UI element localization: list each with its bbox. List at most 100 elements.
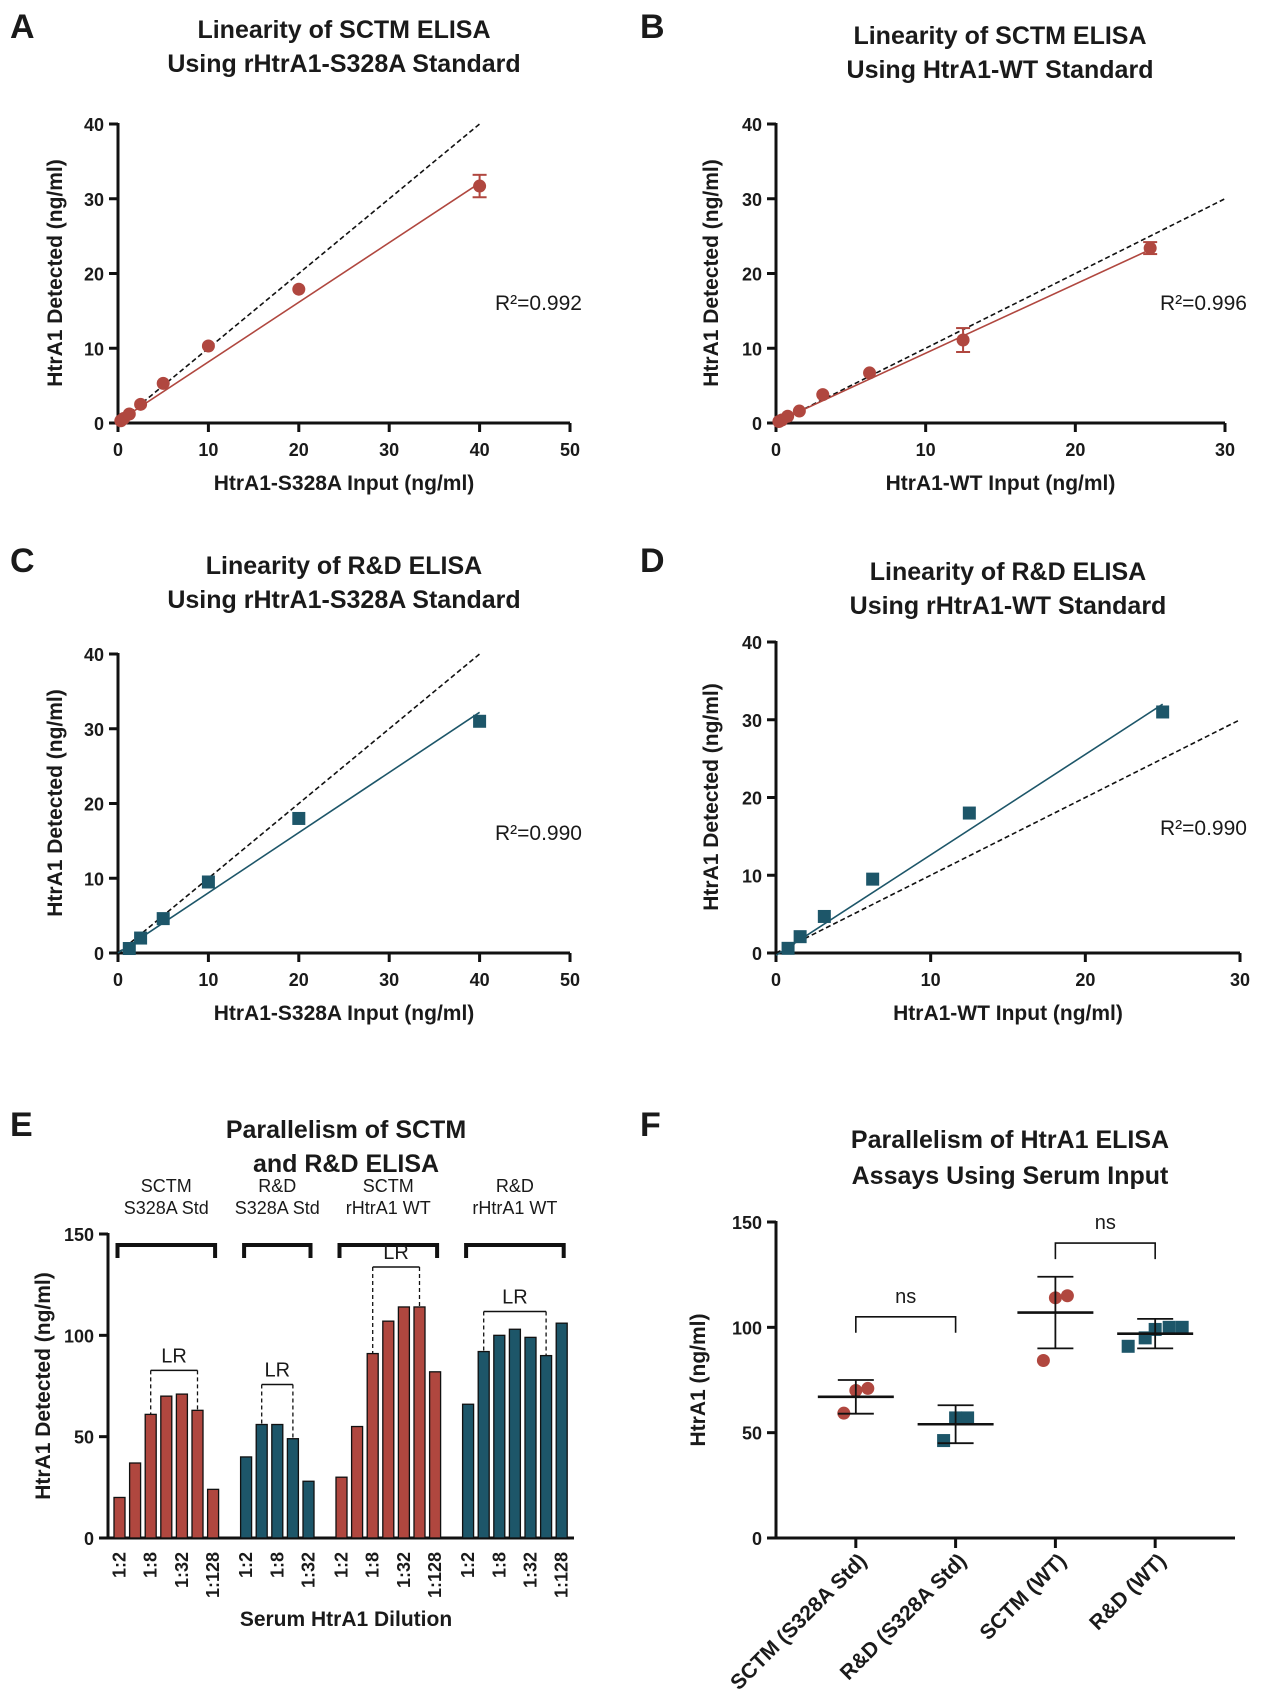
data-point (292, 282, 306, 296)
x-tick-label: SCTM (WT) (975, 1549, 1070, 1644)
data-points (114, 173, 487, 428)
y-axis-label: HtrA1 Detected (ng/ml) (700, 159, 723, 387)
group-bracket (337, 1243, 440, 1258)
x-tick-label: 20 (289, 440, 309, 460)
data-point (793, 930, 807, 944)
panel-letter: C (10, 542, 35, 580)
data-point (122, 942, 136, 956)
y-tick-label: 40 (742, 633, 762, 653)
data-point (1175, 1320, 1189, 1334)
bar (335, 1476, 348, 1539)
x-tick-label: 0 (771, 440, 781, 460)
y-tick-label: 40 (84, 645, 104, 665)
chart-title: Linearity of R&D ELISA Using rHtrA1-S328A… (167, 552, 520, 614)
chart-title-line: Linearity of SCTM ELISA (853, 22, 1146, 50)
bar (175, 1393, 189, 1539)
y-tick-label: 0 (752, 1529, 762, 1549)
y-tick-label: 10 (742, 866, 762, 886)
y-tick-label: 0 (94, 944, 104, 964)
y-tick-label: 30 (84, 720, 104, 740)
x-axis-label: Serum HtrA1 Dilution (240, 1608, 452, 1631)
chart-title-line: Linearity of R&D ELISA (870, 558, 1146, 586)
bar (350, 1425, 364, 1539)
group-label-line: R&D (258, 1176, 296, 1196)
x-tick-label: 1:32 (521, 1552, 541, 1588)
x-tick-label: 1:2 (458, 1552, 478, 1578)
x-tick-label: 1:8 (141, 1552, 161, 1578)
panel-c: C Linearity of R&D ELISA Using rHtrA1-S328… (10, 542, 582, 1025)
x-axis-label: HtrA1-WT Input (ng/ml) (886, 472, 1116, 495)
y-tick-label: 20 (84, 265, 104, 285)
x-tick-label: 20 (1065, 440, 1085, 460)
data-point (792, 404, 806, 418)
y-axis-label: HtrA1 Detected (ng/ml) (44, 159, 67, 387)
data-point (866, 872, 880, 886)
y-tick-label: 0 (752, 944, 762, 964)
x-tick-label: 1:32 (299, 1552, 319, 1588)
data-point (201, 339, 215, 353)
data-point (817, 909, 831, 923)
panel-letter: A (10, 8, 35, 46)
panel-e: E Parallelism of SCTM and R&D ELISA 0 50 100 1… (10, 1106, 574, 1631)
x-tick-label: 30 (379, 440, 399, 460)
data-point (781, 941, 795, 955)
chart-title-line: Using rHtrA1-S328A Standard (167, 586, 520, 614)
x-tick-label: 10 (916, 440, 936, 460)
y-tick-label: 20 (742, 789, 762, 809)
group-bracket (115, 1243, 218, 1258)
data-point (473, 714, 487, 728)
bar (286, 1438, 300, 1539)
identity-line (117, 123, 481, 424)
significance-bracket (1054, 1242, 1156, 1260)
x-tick-label: 20 (1075, 970, 1095, 990)
x-tick-label: 1:32 (394, 1552, 414, 1588)
data-point (134, 397, 148, 411)
bar (508, 1328, 522, 1539)
group-label-line: S328A Std (235, 1198, 320, 1218)
lr-label: LR (161, 1345, 187, 1367)
data-point (781, 409, 795, 423)
data-point (201, 875, 215, 889)
x-axis-label: HtrA1-S328A Input (ng/ml) (214, 472, 475, 495)
bar (413, 1306, 426, 1539)
axes: 0 10 20 30 40 0 10 20 30 40 50 (84, 645, 580, 990)
x-tick-label: 30 (1215, 440, 1235, 460)
chart-title-line: Using rHtrA1-S328A Standard (167, 50, 520, 78)
bar (128, 1462, 142, 1539)
y-tick-label: 0 (94, 414, 104, 434)
x-tick-label: 40 (470, 970, 490, 990)
data-point (937, 1434, 951, 1448)
y-tick-label: 30 (742, 190, 762, 210)
bar (397, 1306, 411, 1539)
data-points (122, 714, 487, 956)
bar-group: R&D rHtrA1 WT LR 1:2 1:8 1:32 1:128 (458, 1176, 572, 1598)
data-point (863, 366, 877, 380)
chart-title: Parallelism of HtrA1 ELISA Assays Using S… (851, 1126, 1169, 1190)
x-tick-label: 1:2 (332, 1552, 352, 1578)
bar-group: SCTM S328A Std LR 1:2 1:8 1:32 1:128 (110, 1176, 224, 1598)
bar-group: R&D S328A Std LR 1:2 1:8 1:32 (235, 1176, 320, 1588)
axes: 0 10 20 30 40 0 10 20 30 40 50 (84, 115, 580, 460)
panel-a: A Linearity of SCTM ELISA Using rHtrA1-S32… (10, 8, 582, 495)
r-squared-label: R²=0.996 (1160, 292, 1247, 315)
x-axis-label: HtrA1-WT Input (ng/ml) (893, 1002, 1123, 1025)
x-axis-label: HtrA1-S328A Input (ng/ml) (214, 1002, 475, 1025)
group-label-line: rHtrA1 WT (346, 1198, 431, 1218)
axes: 0 10 20 30 40 0 10 20 30 (742, 115, 1235, 460)
x-tick-label: 10 (921, 970, 941, 990)
x-tick-label: 30 (1230, 970, 1250, 990)
group-label-line: R&D (496, 1176, 534, 1196)
y-tick-label: 0 (752, 414, 762, 434)
group-bracket (464, 1243, 566, 1258)
x-tick-label: 1:2 (236, 1552, 256, 1578)
panel-letter: F (640, 1106, 661, 1144)
bar (524, 1336, 537, 1539)
bar-group: SCTM rHtrA1 WT LR 1:2 1:8 1:32 1:128 (332, 1176, 446, 1598)
x-tick-label: 0 (113, 440, 123, 460)
group-label: SCTM rHtrA1 WT (346, 1176, 431, 1218)
r-squared-label: R²=0.992 (495, 292, 582, 315)
bar (239, 1456, 253, 1539)
y-axis-label: HtrA1 Detected (ng/ml) (44, 689, 67, 917)
data-point (962, 806, 976, 820)
